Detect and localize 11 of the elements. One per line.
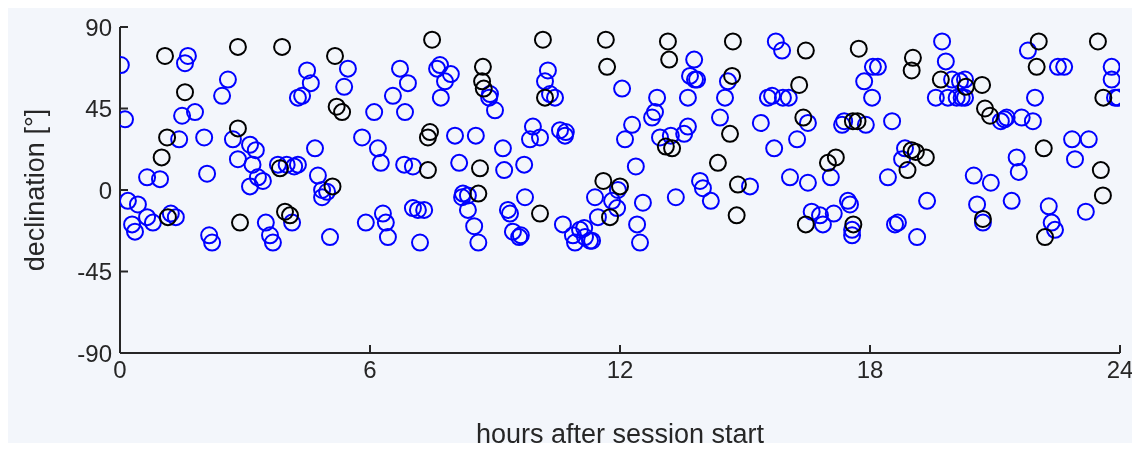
y-tick-label: 90 [85, 13, 112, 41]
x-tick-label: 24 [1106, 356, 1134, 384]
x-tick-label: 6 [363, 356, 377, 384]
x-tick-label: 12 [606, 356, 634, 384]
y-tick-label: 45 [85, 95, 112, 123]
y-tick-label: 0 [98, 176, 112, 204]
y-axis-title: declination [°] [19, 108, 50, 272]
x-tick-label: 18 [856, 356, 884, 384]
y-tick-label: -90 [77, 339, 112, 367]
y-tick-label: -45 [77, 258, 112, 286]
x-axis-title: hours after session start [475, 419, 765, 449]
